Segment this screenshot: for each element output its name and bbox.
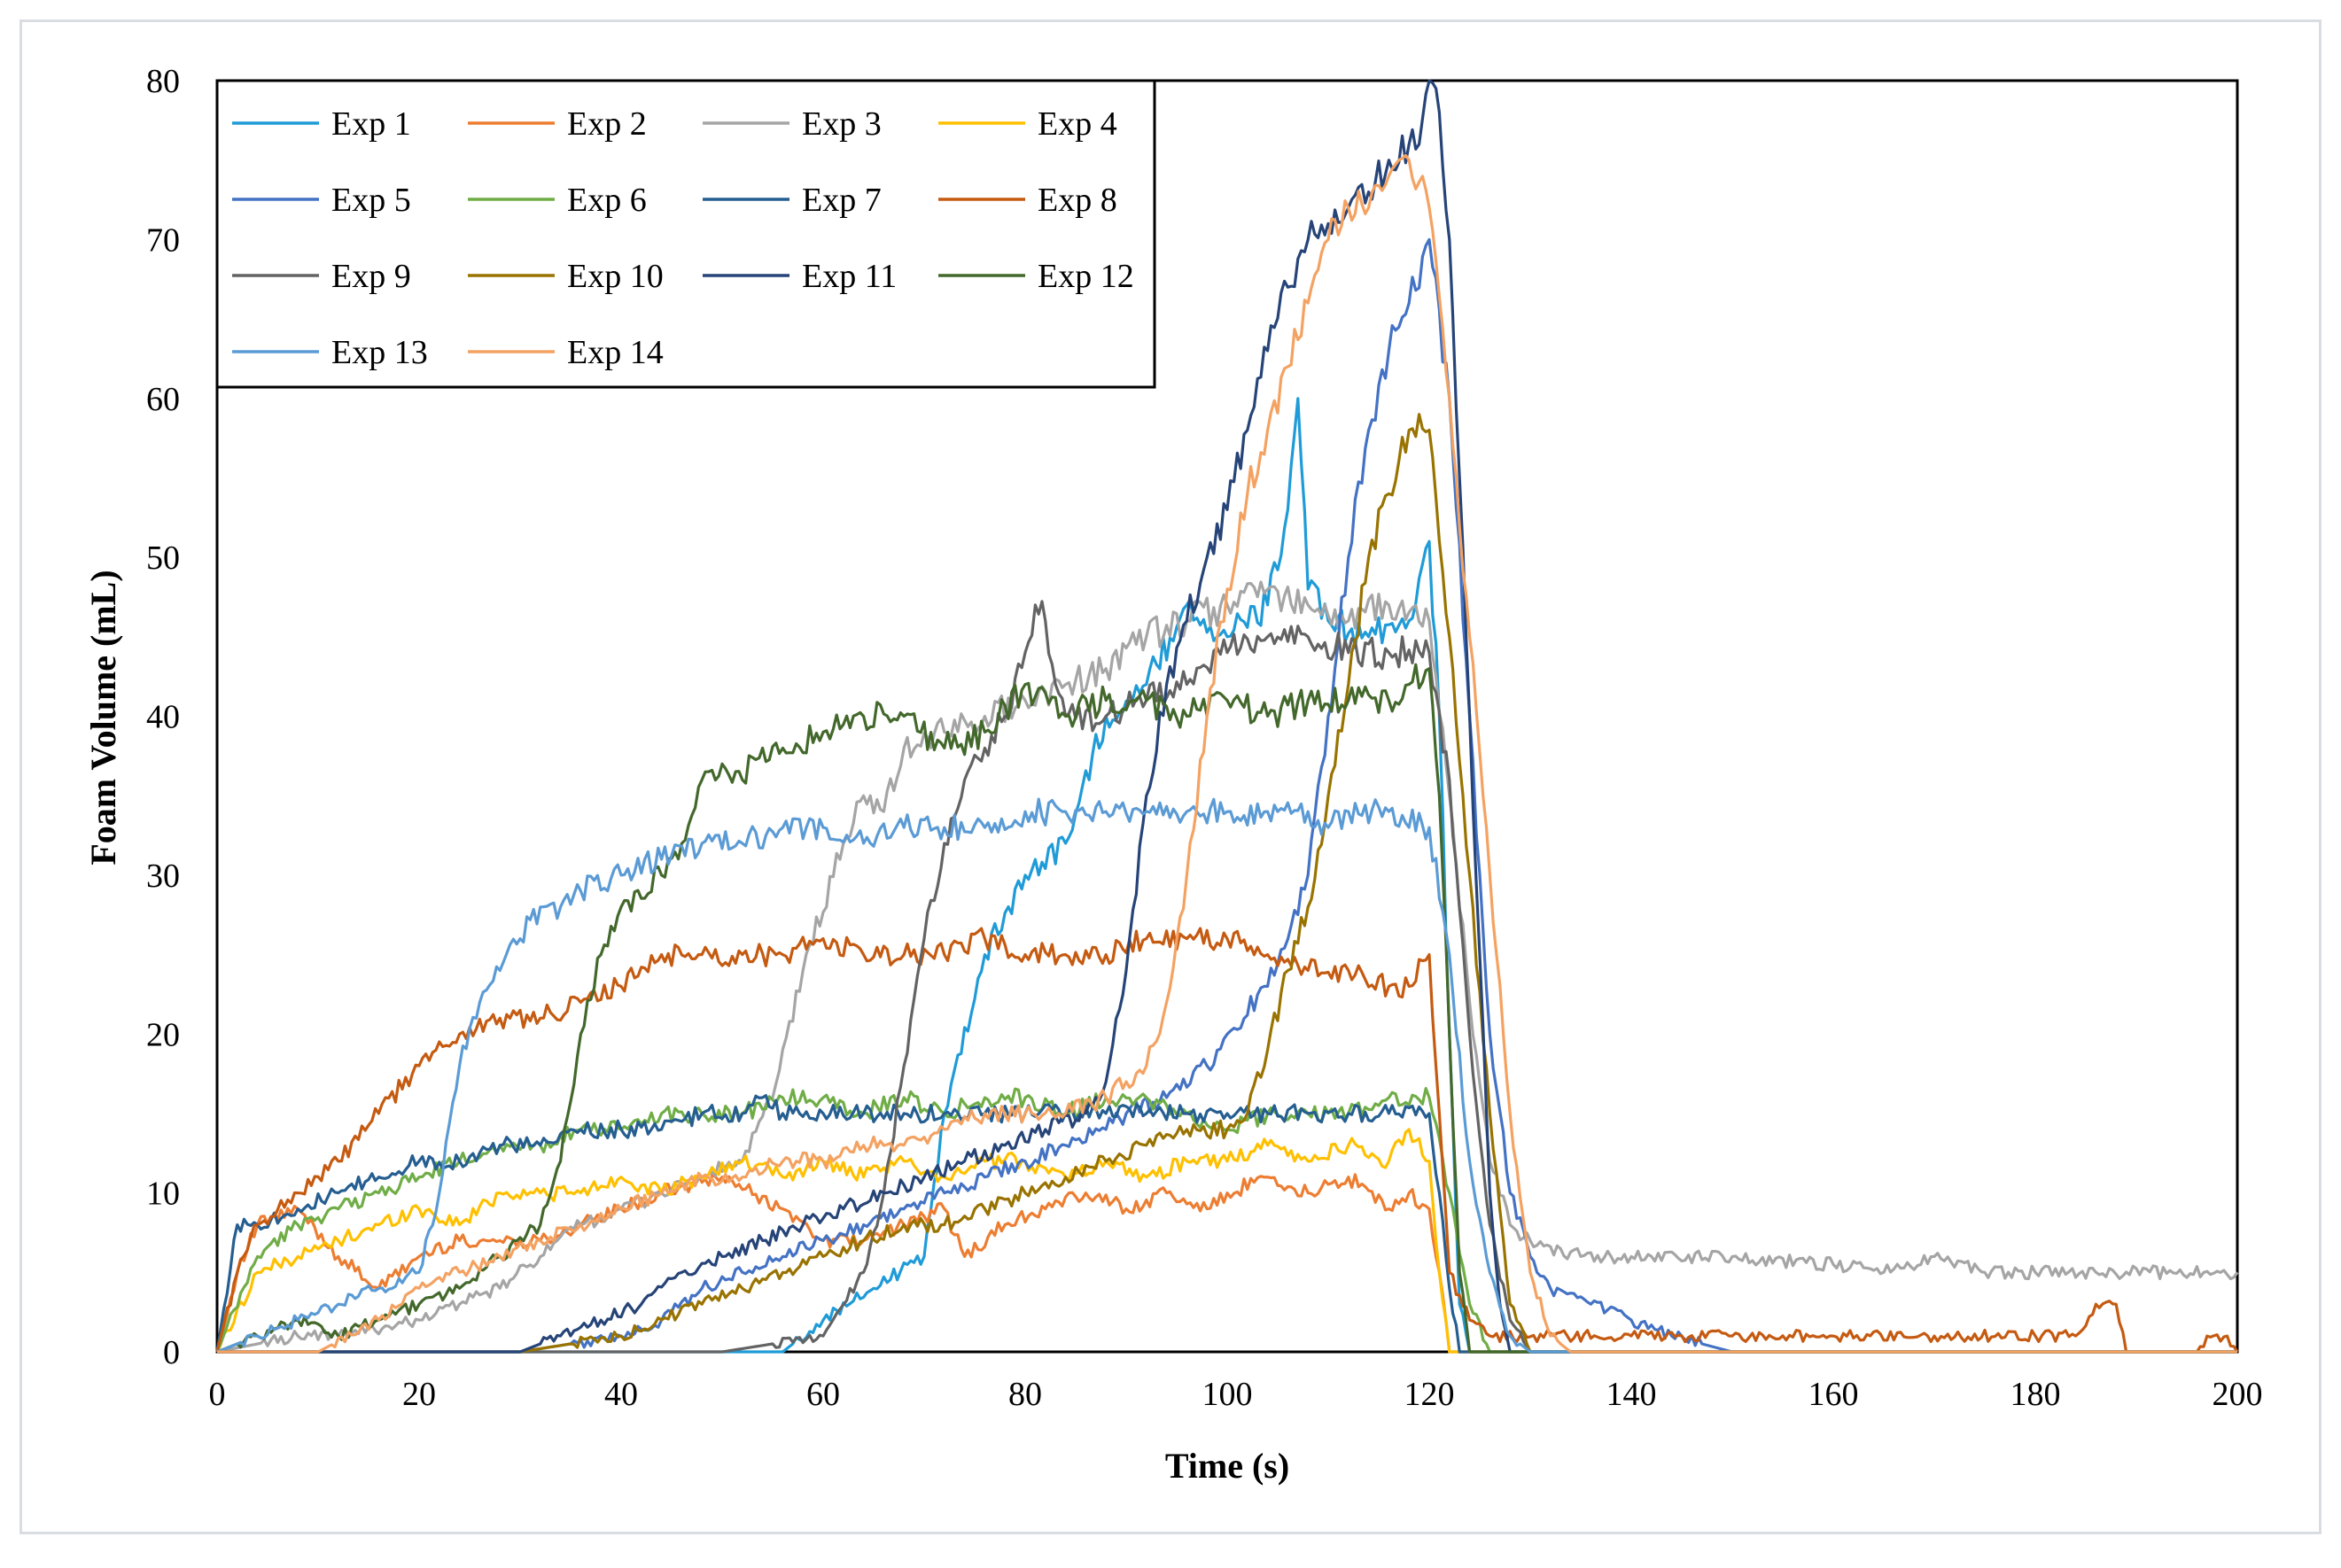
legend-label: Exp 11 [802,258,897,295]
legend-label: Exp 12 [1038,258,1134,295]
series-line-exp-8 [215,927,2239,1354]
legend-label: Exp 5 [331,182,411,219]
series-line-exp-2 [215,1173,2237,1354]
legend-label: Exp 6 [567,182,647,219]
y-tick-label: 10 [146,1176,180,1213]
series-line-exp-1 [217,397,2237,1354]
y-axis-ticks: 0 10 20 30 40 50 60 70 80 [146,63,180,1371]
y-tick-label: 80 [146,63,180,100]
x-tick-label: 40 [604,1376,638,1413]
x-tick-label: 180 [2010,1376,2061,1413]
y-tick-label: 20 [146,1016,180,1053]
series-line-exp-14 [217,153,2237,1354]
y-axis-title: Foam Volume (mL) [83,570,123,865]
y-tick-label: 70 [146,221,180,259]
x-tick-label: 140 [1606,1376,1657,1413]
y-tick-label: 50 [146,539,180,577]
x-tick-label: 200 [2213,1376,2263,1413]
plot-border [215,79,2239,1354]
legend-box [215,79,1156,389]
series-line-exp-5 [217,237,2237,1354]
legend-label: Exp 13 [331,334,428,371]
legend-label: Exp 14 [567,334,664,371]
series-group [215,79,2239,1354]
series-line-exp-7 [215,1094,2237,1354]
legend-label: Exp 7 [802,182,882,219]
x-tick-label: 0 [209,1376,226,1413]
legend-label: Exp 4 [1038,105,1117,143]
legend-label: Exp 8 [1038,182,1117,219]
x-tick-label: 120 [1404,1376,1455,1413]
series-line-exp-3 [216,580,2239,1354]
series-line-exp-12 [216,663,2237,1354]
y-tick-label: 30 [146,858,180,895]
x-tick-label: 60 [806,1376,840,1413]
y-tick-label: 60 [146,381,180,418]
legend-label: Exp 10 [567,258,664,295]
legend-label: Exp 1 [331,105,411,143]
x-tick-label: 100 [1202,1376,1253,1413]
legend: Exp 1 Exp 2 Exp 3 Exp 4 Exp 5 Exp 6 Exp 7 Exp 8… [215,79,1156,389]
y-tick-label: 0 [163,1334,180,1371]
x-tick-label: 160 [1808,1376,1859,1413]
series-line-exp-10 [217,413,2237,1354]
x-axis-ticks: 0 20 40 60 80 100 120 140 160 180 200 [209,1376,2263,1413]
x-axis-title: Time (s) [1165,1446,1289,1486]
legend-label: Exp 2 [567,105,647,143]
x-tick-label: 80 [1008,1376,1042,1413]
legend-label: Exp 3 [802,105,882,143]
y-tick-label: 40 [146,699,180,736]
legend-label: Exp 9 [331,258,411,295]
x-tick-label: 20 [402,1376,436,1413]
plot-area [215,79,2239,1354]
